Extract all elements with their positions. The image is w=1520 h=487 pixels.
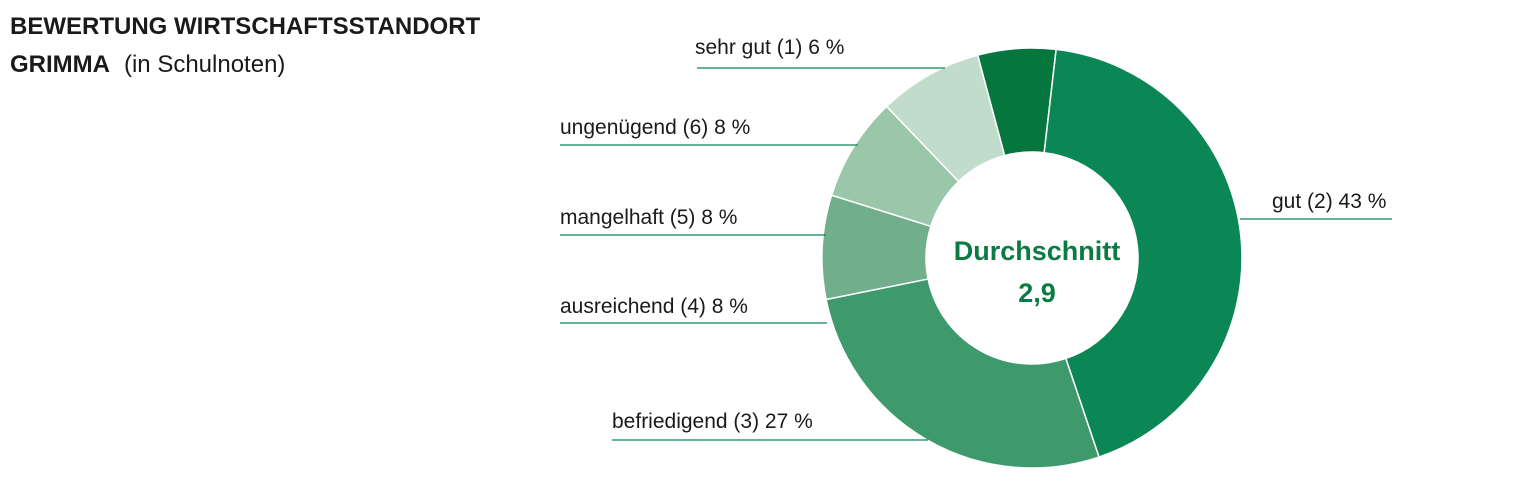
chart-subtitle: (in Schulnoten) [123, 51, 286, 78]
donut-slice [885, 54, 1006, 183]
slice-label: ungenügend (6) 8 % [560, 116, 750, 139]
slice-labels: sehr gut (1) 6 % gut (2) 43 % befriedigend… [560, 36, 1386, 433]
slice-label: befriedigend (3) 27 % [612, 410, 813, 433]
slice-label: sehr gut (1) 6 % [695, 36, 844, 59]
donut-slices [821, 47, 1243, 469]
center-value: 2,9 [1018, 278, 1056, 308]
donut-slice [1043, 48, 1243, 458]
slice-label: ausreichend (4) 8 % [560, 295, 748, 318]
leader-lines [560, 67, 1392, 441]
donut-slice [825, 278, 1100, 469]
title-line-2: GRIMMA [10, 51, 110, 78]
chart-title: BEWERTUNG WIRTSCHAFTSSTANDORT GRIMMA (in … [10, 8, 480, 84]
title-line-1: BEWERTUNG WIRTSCHAFTSSTANDORT [10, 13, 481, 40]
slice-label: gut (2) 43 % [1272, 190, 1386, 213]
slice-label: mangelhaft (5) 8 % [560, 206, 737, 229]
center-label: Durchschnitt [954, 236, 1121, 266]
